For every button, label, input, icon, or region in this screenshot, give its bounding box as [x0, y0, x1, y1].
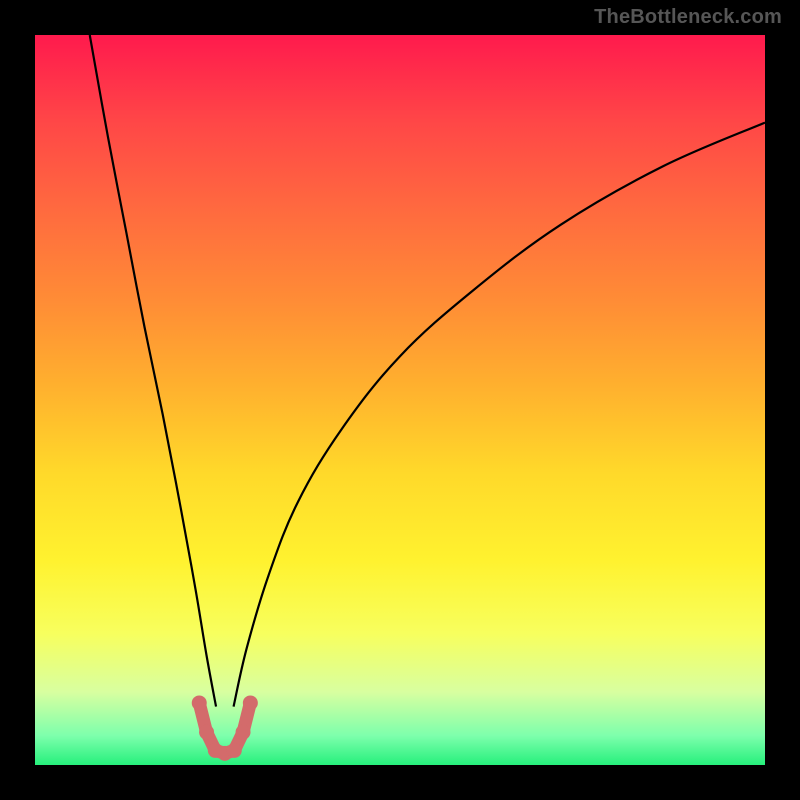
watermark-text: TheBottleneck.com [594, 6, 782, 29]
curve-svg [35, 35, 765, 765]
marker-dot [199, 725, 214, 740]
curve-right [234, 123, 765, 707]
marker-group [192, 695, 258, 760]
marker-dot [243, 695, 258, 710]
marker-dot [192, 695, 207, 710]
plot-area [35, 35, 765, 765]
marker-dot [236, 725, 251, 740]
curve-left [90, 35, 216, 707]
chart-frame: TheBottleneck.com [0, 0, 800, 800]
marker-dot [227, 743, 242, 758]
